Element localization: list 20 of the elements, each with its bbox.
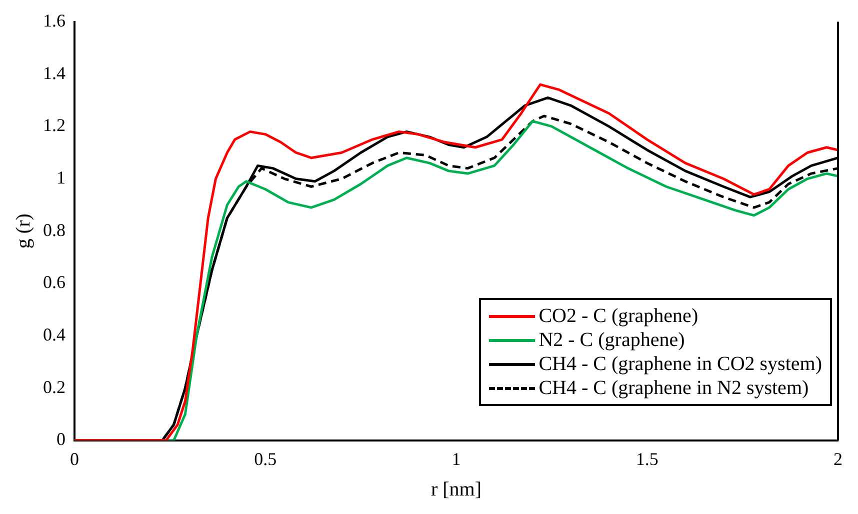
- legend-label: N2 - C (graphene): [538, 328, 685, 352]
- y-tick-label: 0.8: [43, 220, 66, 240]
- y-tick-label: 0.2: [43, 376, 66, 397]
- y-tick-label: 1.4: [43, 62, 66, 83]
- legend-label: CH4 - C (graphene in N2 system): [538, 376, 809, 400]
- y-tick-label: 1.2: [43, 115, 66, 136]
- y-tick-label: 0: [56, 429, 66, 450]
- x-tick-label: 1.5: [636, 448, 658, 469]
- y-tick-label: 0.6: [43, 272, 66, 292]
- legend-label: CH4 - C (graphene in CO2 system): [538, 352, 822, 376]
- x-tick-label: 0.5: [254, 448, 277, 469]
- x-axis-title: r [nm]: [430, 478, 482, 500]
- y-tick-label: 0.4: [43, 324, 66, 344]
- y-tick-label: 1: [56, 168, 66, 188]
- x-tick-label: 2: [834, 448, 842, 469]
- x-tick-label: 0: [70, 448, 79, 469]
- x-tick-label: 1: [452, 448, 461, 469]
- legend-label: CO2 - C (graphene): [538, 304, 698, 328]
- y-tick-label: 1.6: [43, 10, 66, 31]
- y-axis-title: g (r): [12, 214, 34, 249]
